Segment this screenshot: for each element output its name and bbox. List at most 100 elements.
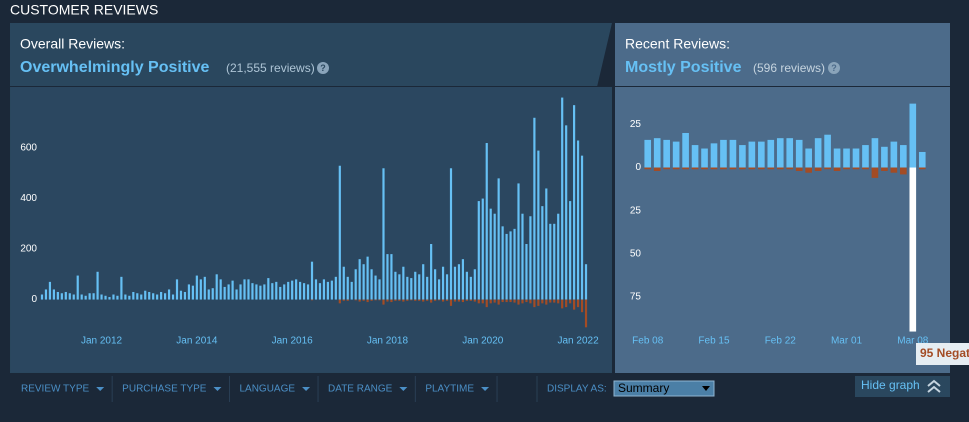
bar xyxy=(441,299,445,302)
bar xyxy=(299,281,302,300)
bar xyxy=(720,139,727,168)
bar xyxy=(120,276,123,300)
bar xyxy=(701,167,708,170)
bar xyxy=(517,183,520,300)
bar xyxy=(541,206,544,300)
bar xyxy=(426,299,429,301)
bar xyxy=(92,293,95,300)
filter-dropdown[interactable]: PLAYTIME xyxy=(425,384,474,395)
bar xyxy=(481,299,484,304)
bar xyxy=(231,280,234,300)
bar xyxy=(56,291,59,300)
bar xyxy=(430,244,433,300)
bar xyxy=(434,269,437,300)
y-tick-label: 25 xyxy=(630,205,642,216)
bar xyxy=(758,167,765,170)
bar xyxy=(881,167,888,171)
bar xyxy=(326,281,329,300)
bar xyxy=(710,167,718,170)
bar xyxy=(909,103,917,168)
bar xyxy=(195,275,198,300)
bar xyxy=(275,281,278,300)
bar xyxy=(402,266,405,300)
bar xyxy=(457,264,461,300)
filter-dropdown[interactable]: DATE RANGE xyxy=(328,384,393,395)
bar xyxy=(786,167,794,170)
recent-panel xyxy=(615,23,950,373)
select-arrow xyxy=(702,386,710,391)
zoom-wedge xyxy=(597,23,615,87)
bar xyxy=(909,167,917,332)
bar xyxy=(314,279,318,300)
bar xyxy=(160,291,163,300)
bar xyxy=(72,294,75,300)
bar xyxy=(287,281,290,300)
bar xyxy=(553,223,556,300)
recent-label: Recent Reviews: xyxy=(625,36,730,52)
bar xyxy=(394,299,397,301)
bar xyxy=(576,299,580,308)
dropdown-arrow xyxy=(213,387,222,391)
bar xyxy=(414,299,417,301)
bar xyxy=(739,167,746,170)
bar xyxy=(453,299,457,302)
display-select-value: Summary xyxy=(618,381,669,395)
bar xyxy=(267,278,270,300)
bar xyxy=(112,294,115,300)
bar xyxy=(493,299,496,303)
bar xyxy=(767,139,775,168)
bar xyxy=(449,168,453,300)
bar xyxy=(310,299,314,301)
bar xyxy=(163,293,167,300)
bar xyxy=(663,167,670,170)
bar xyxy=(441,266,445,300)
x-tick-label: Mar 01 xyxy=(831,336,863,347)
bar xyxy=(513,228,516,300)
bar xyxy=(219,279,222,300)
filter-dropdown[interactable]: PURCHASE TYPE xyxy=(122,384,207,395)
bar xyxy=(402,299,405,302)
bar xyxy=(505,299,508,303)
bar xyxy=(553,299,556,303)
help-icon[interactable] xyxy=(317,62,329,74)
bar xyxy=(398,299,401,301)
dropdown-arrow xyxy=(481,387,490,391)
bar xyxy=(84,295,87,300)
hide-graph-button[interactable] xyxy=(855,376,950,397)
bar xyxy=(358,299,361,302)
bar xyxy=(362,299,365,301)
bar xyxy=(533,117,536,300)
bar xyxy=(663,139,670,168)
bar xyxy=(501,299,504,303)
display-select[interactable] xyxy=(613,380,715,397)
bar xyxy=(271,283,274,300)
x-tick-label: Jan 2018 xyxy=(367,336,409,347)
bar xyxy=(322,279,326,300)
bar xyxy=(144,290,147,300)
bar xyxy=(378,299,381,301)
bar xyxy=(406,276,409,300)
bar xyxy=(710,143,718,168)
bar xyxy=(410,299,413,301)
help-icon[interactable] xyxy=(828,62,840,74)
bar xyxy=(175,279,179,300)
bar xyxy=(505,233,508,300)
bar xyxy=(561,299,564,309)
bar xyxy=(354,269,357,300)
bar xyxy=(203,276,206,300)
bar xyxy=(255,284,258,300)
bar xyxy=(682,167,689,170)
bar xyxy=(116,295,119,300)
bar xyxy=(378,279,381,300)
bar xyxy=(549,223,552,300)
bar xyxy=(239,284,242,300)
bar xyxy=(171,294,175,300)
filter-dropdown[interactable]: LANGUAGE xyxy=(239,384,295,395)
bar xyxy=(60,293,63,300)
bar xyxy=(758,141,765,168)
bar xyxy=(824,134,831,168)
bar xyxy=(767,167,775,170)
filter-dropdown[interactable]: REVIEW TYPE xyxy=(21,384,89,395)
bar xyxy=(40,294,44,300)
bar xyxy=(211,288,214,300)
